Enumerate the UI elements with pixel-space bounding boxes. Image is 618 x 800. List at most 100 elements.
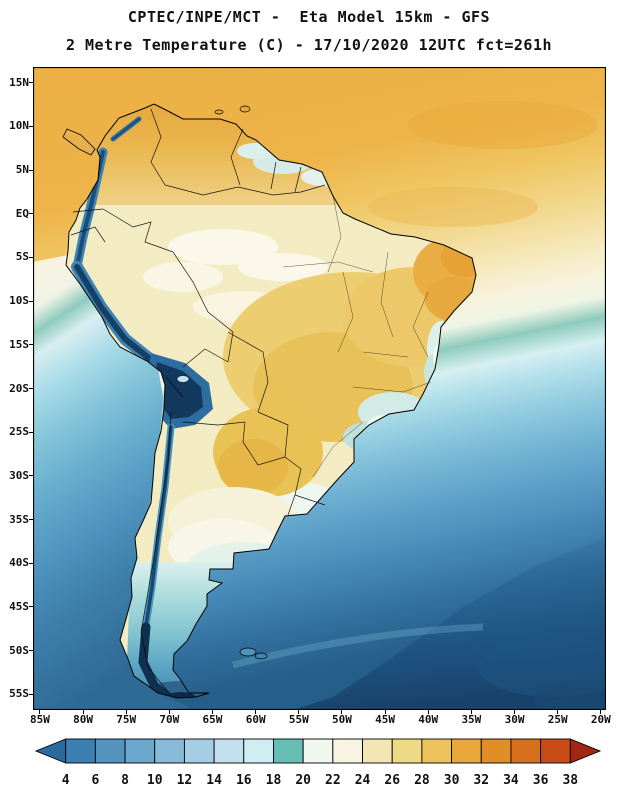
lon-tick-label: 25W [547,713,568,726]
lat-tick-label: 50S [9,643,29,657]
colorbar-segment [362,738,393,764]
lat-tick-label: 35S [9,512,29,526]
map-title-line2: 2 Metre Temperature (C) - 17/10/2020 12U… [65,36,553,54]
lon-tick-mark [125,710,127,714]
colorbar-segment [154,738,185,764]
lat-tick-label: 45S [9,599,29,613]
colorbar-tick-label: 36 [533,773,549,788]
lat-tick-mark [29,82,33,84]
lat-tick-mark [29,169,33,171]
lon-tick-label: 60W [245,713,266,726]
colorbar-segment [243,738,274,764]
map-title-line1: CPTEC/INPE/MCT - Eta Model 15km - GFS [127,8,491,26]
lat-tick-mark [29,606,33,608]
lat-tick-mark [29,213,33,215]
colorbar-tick-label: 18 [266,773,282,788]
colorbar-tick-label: 38 [562,773,578,788]
lat-tick-mark [29,562,33,564]
lon-tick-label: 30W [504,713,525,726]
lon-tick-label: 20W [590,713,611,726]
lon-tick-mark [600,710,602,714]
lon-tick-mark [514,710,516,714]
colorbar-segment [34,738,67,764]
lat-tick-mark [29,650,33,652]
lon-tick-mark [255,710,257,714]
panama-isthmus [62,128,96,156]
andes-altiplano-core [155,362,203,419]
colorbar-tick-label: 30 [444,773,460,788]
lat-tick-mark [29,388,33,389]
colorbar-tick-label: 26 [384,773,400,788]
lat-tick-label: EQ [15,206,29,220]
colorbar-tick-label: 6 [91,773,99,788]
lon-tick-label: 65W [202,713,223,726]
colorbar-tick-label: 12 [177,773,193,788]
state-borders [282,194,432,478]
lon-tick-mark [341,710,343,714]
colorbar-tick-label: 4 [62,773,70,788]
colorbar-segment [94,738,126,764]
colorbar-tick-label: 22 [325,773,341,788]
colorbar-segment [480,738,512,764]
colorbar-tick-label: 32 [473,773,489,788]
lon-tick-label: 75W [116,713,137,726]
colorbar-tick-label: 34 [503,773,519,788]
lon-tick-mark [470,710,472,714]
lat-tick-mark [29,125,33,127]
colorbar-segment [421,738,453,764]
lat-tick-label: 5S [15,250,29,264]
lon-tick-label: 45W [375,713,396,726]
temperature-map [33,67,606,710]
lat-tick-label: 5N [15,163,29,177]
map-frame [33,67,606,710]
lat-tick-mark [29,431,33,433]
lon-tick-label: 55W [288,713,309,726]
lat-tick-mark [29,475,33,477]
colorbar-segment [510,738,542,764]
colorbar-tick-label: 20 [295,773,311,788]
lat-tick-mark [29,256,33,258]
lat-tick-mark [29,693,33,695]
colorbar-segment [65,738,96,764]
lon-tick-label: 40W [418,713,439,726]
lon-tick-mark [298,710,300,714]
lon-tick-label: 70W [159,713,180,726]
colorbar-segment [302,738,334,764]
islands [214,105,268,660]
lat-tick-label: 10S [9,294,29,308]
colorbar-segment [213,738,245,764]
lat-tick-mark [29,344,33,346]
lake-titicaca [176,375,190,383]
colorbar-tick-label: 10 [147,773,163,788]
lon-tick-label: 85W [29,713,50,726]
lat-tick-mark [29,300,33,302]
lon-tick-label: 35W [461,713,482,726]
lat-tick-label: 15S [9,337,29,351]
lon-tick-mark [384,710,386,714]
colorbar-segment [451,738,482,764]
lat-tick-label: 55S [9,687,29,701]
colorbar-tick-label: 14 [206,773,222,788]
colorbar-segment [540,738,571,764]
colorbar-svg: 4 6 8 10 12 14 16 18 20 22 24 26 28 30 32 34 36 38 [34,738,602,788]
lon-tick-mark [82,710,84,714]
lat-tick-label: 15N [9,75,29,89]
colorbar-segment [183,738,215,764]
lat-tick-label: 10N [9,119,29,133]
colorbar-tick-label: 28 [414,773,430,788]
lat-tick-label: 20S [9,381,29,395]
lat-tick-label: 25S [9,425,29,439]
colorbar-segment [569,738,602,764]
lon-tick-mark [39,710,41,714]
lon-tick-mark [168,710,170,714]
lon-tick-label: 50W [331,713,352,726]
lon-tick-mark [557,710,559,714]
colorbar-segment [391,738,423,764]
lon-tick-label: 80W [73,713,93,726]
lon-tick-mark [427,710,429,714]
colorbar-tick-label: 16 [236,773,252,788]
lon-tick-mark [211,710,213,714]
colorbar-tick-label: 8 [121,773,129,788]
lat-tick-label: 30S [9,468,29,482]
